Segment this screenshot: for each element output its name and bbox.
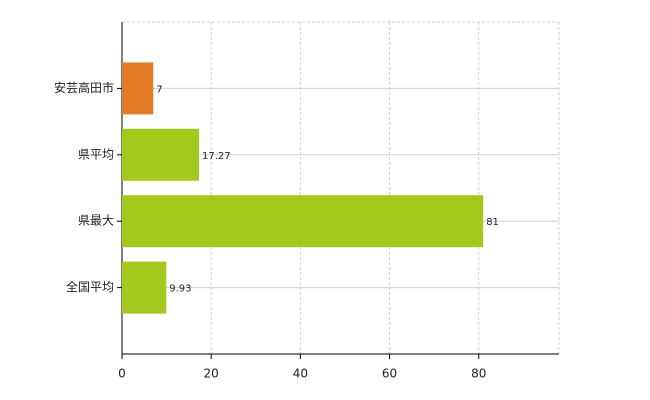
x-tick-label: 20 bbox=[204, 367, 219, 381]
bar bbox=[122, 261, 167, 314]
bar bbox=[122, 195, 484, 248]
y-tick-label: 安芸高田市 bbox=[54, 80, 114, 95]
x-tick-label: 0 bbox=[118, 367, 126, 381]
value-label: 9.93 bbox=[169, 284, 191, 295]
y-tick-label: 県最大 bbox=[78, 214, 114, 228]
x-tick-label: 80 bbox=[471, 367, 486, 381]
y-tick-label: 県平均 bbox=[78, 147, 114, 161]
bar bbox=[122, 62, 154, 115]
x-tick-label: 40 bbox=[293, 367, 308, 381]
value-label: 17.27 bbox=[202, 151, 231, 162]
bar bbox=[122, 128, 200, 181]
value-label: 81 bbox=[486, 217, 499, 228]
x-tick-label: 60 bbox=[382, 367, 397, 381]
y-tick-label: 全国平均 bbox=[66, 279, 114, 294]
value-label: 7 bbox=[156, 84, 162, 95]
